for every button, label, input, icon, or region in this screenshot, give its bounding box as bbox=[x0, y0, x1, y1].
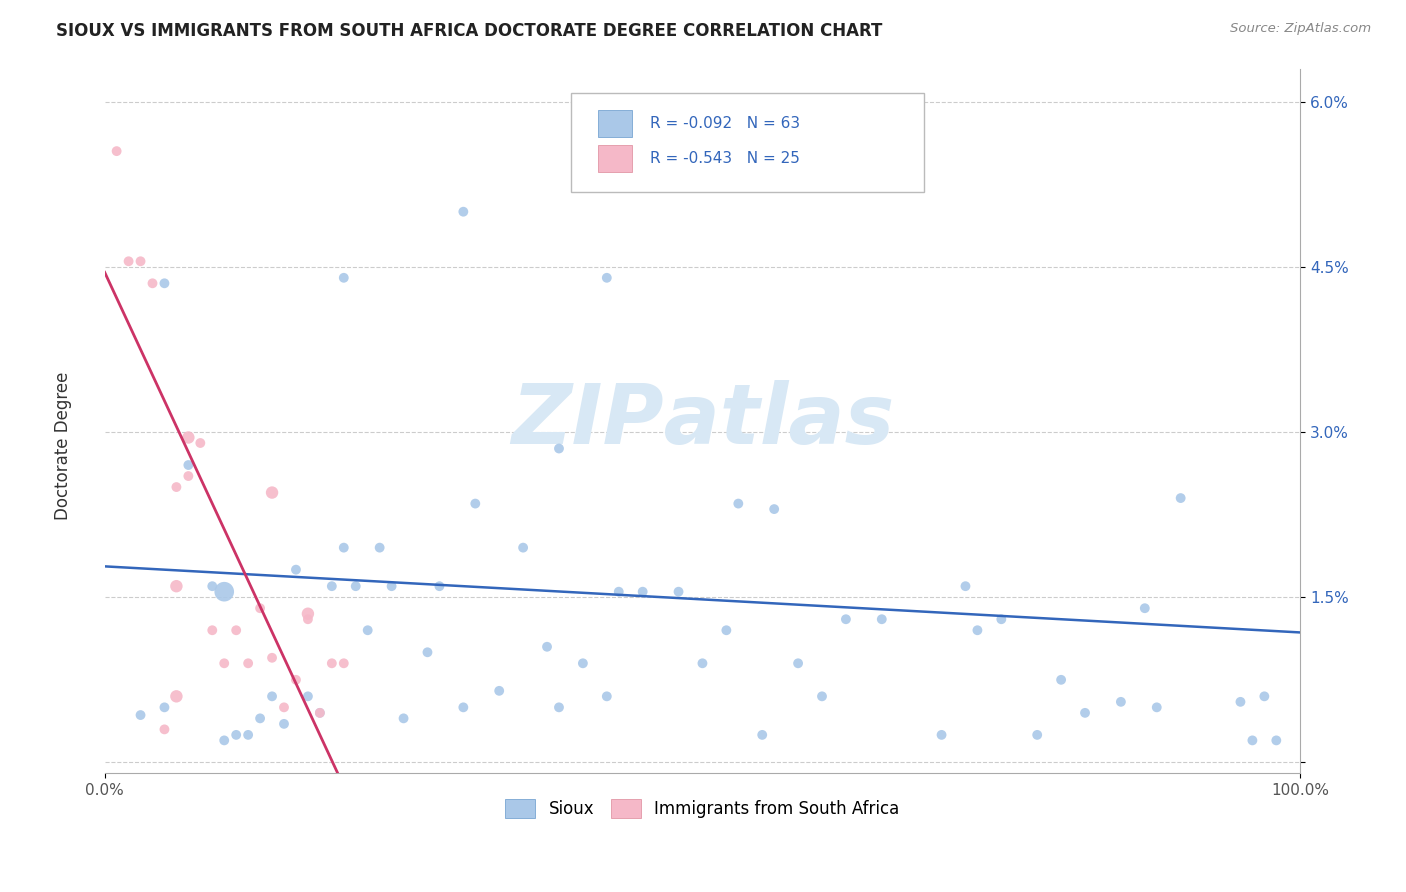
Point bbox=[201, 624, 224, 638]
Point bbox=[165, 690, 187, 704]
Text: Source: ZipAtlas.com: Source: ZipAtlas.com bbox=[1230, 22, 1371, 36]
Point bbox=[333, 541, 356, 555]
Point bbox=[129, 254, 152, 268]
Point bbox=[727, 497, 749, 511]
Point bbox=[931, 728, 953, 742]
Point bbox=[668, 584, 690, 599]
Point bbox=[236, 728, 259, 742]
Point bbox=[966, 624, 988, 638]
Point bbox=[1133, 601, 1156, 615]
Point bbox=[309, 706, 332, 720]
Point bbox=[333, 657, 356, 671]
Point bbox=[1241, 733, 1264, 747]
Point bbox=[273, 717, 295, 731]
Point bbox=[153, 723, 176, 737]
Point bbox=[416, 645, 439, 659]
Point bbox=[429, 579, 451, 593]
Point bbox=[572, 657, 595, 671]
Point bbox=[129, 708, 152, 723]
Point bbox=[763, 502, 786, 516]
Legend: Sioux, Immigrants from South Africa: Sioux, Immigrants from South Africa bbox=[499, 792, 907, 825]
Point bbox=[260, 650, 283, 665]
Point bbox=[260, 485, 283, 500]
Point bbox=[297, 607, 319, 621]
Point bbox=[751, 728, 773, 742]
Point bbox=[1146, 700, 1168, 714]
Point bbox=[321, 657, 343, 671]
Point bbox=[1074, 706, 1097, 720]
Point bbox=[273, 700, 295, 714]
Point bbox=[990, 612, 1012, 626]
Point bbox=[260, 690, 283, 704]
Point bbox=[548, 700, 571, 714]
Point bbox=[1229, 695, 1251, 709]
Point bbox=[105, 144, 128, 158]
Point bbox=[464, 497, 486, 511]
Point bbox=[1170, 491, 1192, 505]
Point bbox=[811, 690, 834, 704]
Point bbox=[1050, 673, 1073, 687]
Point bbox=[631, 584, 654, 599]
Bar bbox=[599, 110, 631, 136]
Point bbox=[1265, 733, 1288, 747]
Point bbox=[297, 612, 319, 626]
FancyBboxPatch shape bbox=[571, 93, 924, 192]
Text: Doctorate Degree: Doctorate Degree bbox=[55, 372, 72, 520]
Point bbox=[512, 541, 534, 555]
Point bbox=[165, 579, 187, 593]
Point bbox=[188, 436, 211, 450]
Point bbox=[249, 711, 271, 725]
Point bbox=[177, 469, 200, 483]
Point bbox=[870, 612, 893, 626]
Point bbox=[596, 690, 619, 704]
Point bbox=[453, 700, 475, 714]
Point bbox=[212, 584, 235, 599]
Point bbox=[212, 657, 235, 671]
Point bbox=[344, 579, 367, 593]
Point bbox=[357, 624, 380, 638]
Point bbox=[165, 480, 187, 494]
Point bbox=[141, 277, 163, 291]
Point bbox=[249, 601, 271, 615]
Point bbox=[548, 442, 571, 456]
Point bbox=[297, 690, 319, 704]
Bar bbox=[599, 145, 631, 172]
Point bbox=[1026, 728, 1049, 742]
Point bbox=[596, 270, 619, 285]
Point bbox=[309, 706, 332, 720]
Point bbox=[177, 430, 200, 444]
Point bbox=[381, 579, 404, 593]
Point bbox=[284, 563, 307, 577]
Text: ZIP​atlas: ZIP​atlas bbox=[510, 381, 894, 461]
Text: R = -0.543   N = 25: R = -0.543 N = 25 bbox=[650, 152, 800, 166]
Point bbox=[453, 204, 475, 219]
Point bbox=[607, 584, 630, 599]
Point bbox=[321, 579, 343, 593]
Point bbox=[835, 612, 858, 626]
Point bbox=[225, 728, 247, 742]
Point bbox=[716, 624, 738, 638]
Point bbox=[1253, 690, 1275, 704]
Point bbox=[368, 541, 391, 555]
Point bbox=[201, 579, 224, 593]
Point bbox=[787, 657, 810, 671]
Point bbox=[536, 640, 558, 654]
Point bbox=[392, 711, 415, 725]
Point bbox=[333, 270, 356, 285]
Point bbox=[1109, 695, 1132, 709]
Point bbox=[692, 657, 714, 671]
Text: R = -0.092   N = 63: R = -0.092 N = 63 bbox=[650, 116, 800, 131]
Point bbox=[225, 624, 247, 638]
Point bbox=[153, 277, 176, 291]
Point bbox=[177, 458, 200, 472]
Point bbox=[117, 254, 139, 268]
Point bbox=[284, 673, 307, 687]
Point bbox=[236, 657, 259, 671]
Point bbox=[955, 579, 977, 593]
Point bbox=[488, 683, 510, 698]
Point bbox=[153, 700, 176, 714]
Point bbox=[212, 733, 235, 747]
Text: SIOUX VS IMMIGRANTS FROM SOUTH AFRICA DOCTORATE DEGREE CORRELATION CHART: SIOUX VS IMMIGRANTS FROM SOUTH AFRICA DO… bbox=[56, 22, 883, 40]
